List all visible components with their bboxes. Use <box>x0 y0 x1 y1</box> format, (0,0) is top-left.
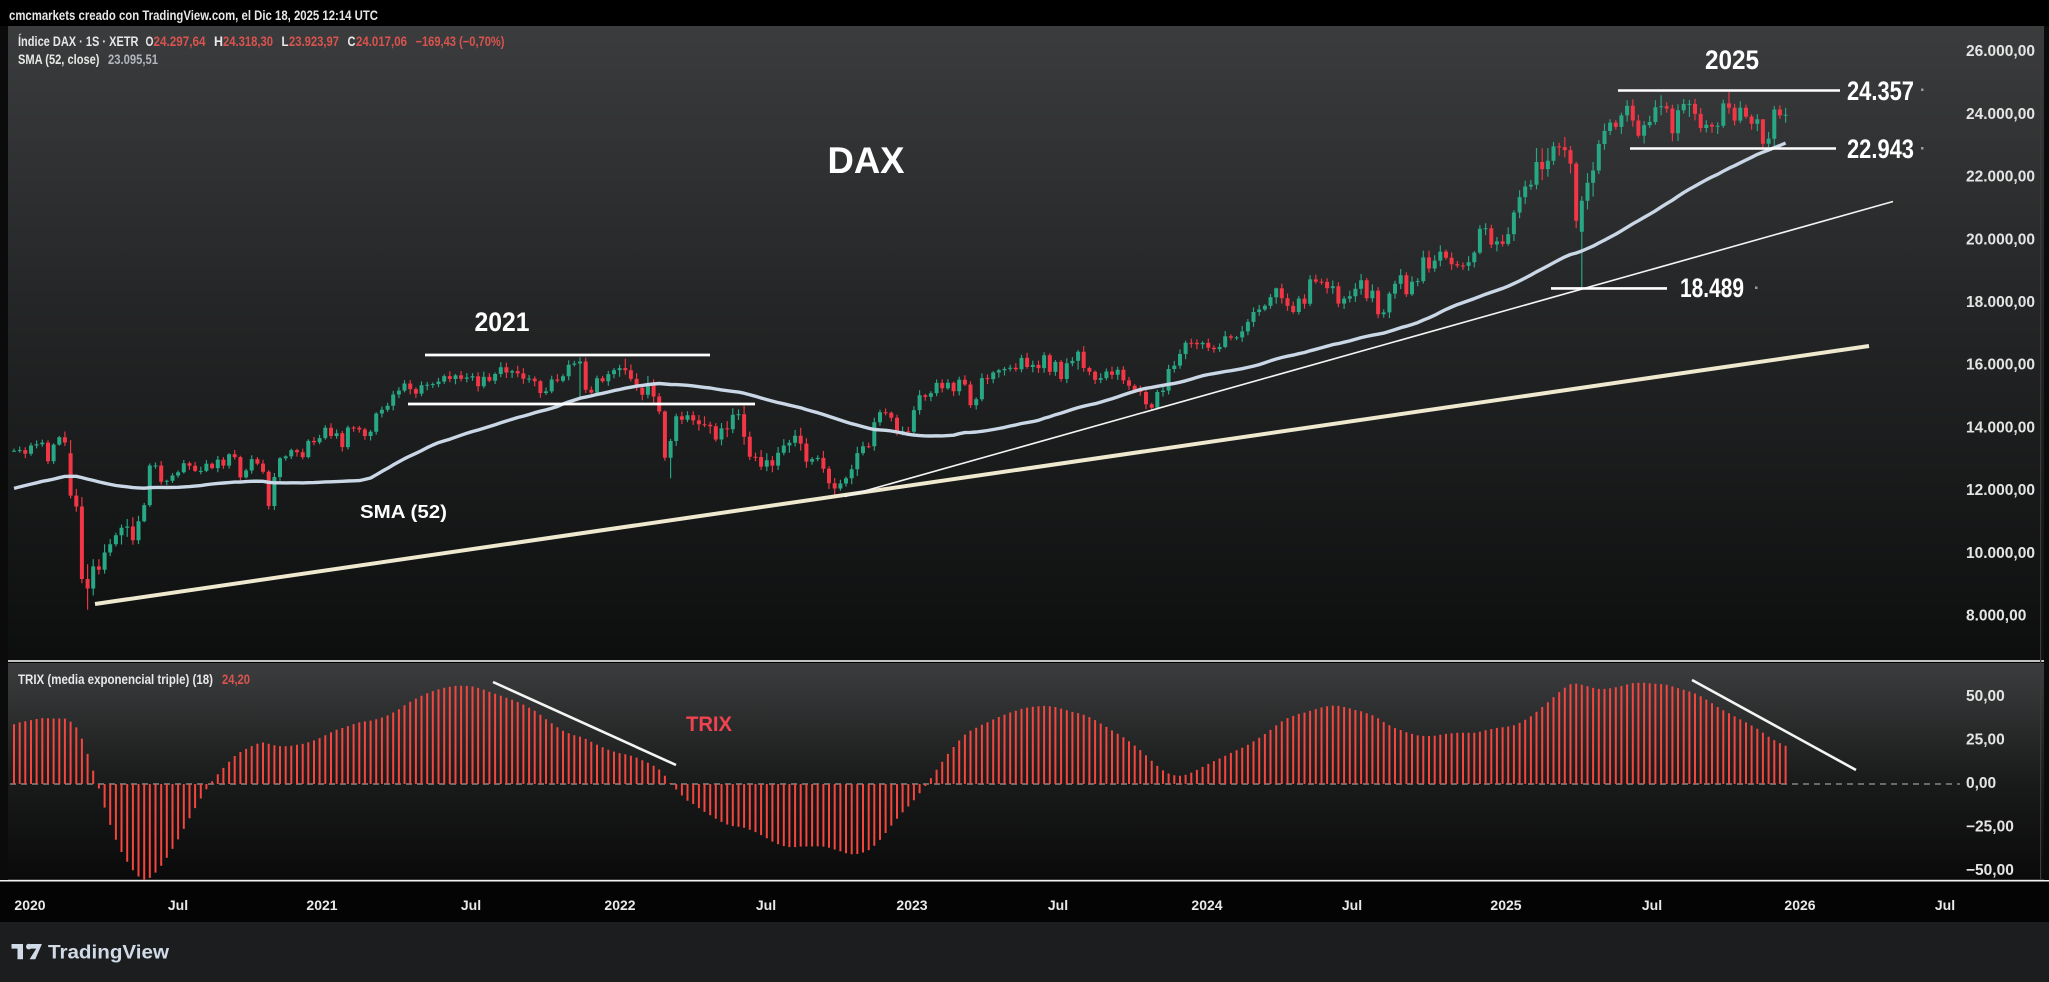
svg-text:2021: 2021 <box>475 307 530 337</box>
svg-text:−25,00: −25,00 <box>1966 819 2014 836</box>
svg-text:16.000,00: 16.000,00 <box>1966 357 2035 374</box>
svg-text:24,20: 24,20 <box>222 672 250 687</box>
svg-text:Jul: Jul <box>1342 897 1362 913</box>
svg-text:50,00: 50,00 <box>1966 688 2005 705</box>
svg-text:18.000,00: 18.000,00 <box>1966 294 2035 311</box>
svg-text:23.095,51: 23.095,51 <box>108 52 158 67</box>
svg-text:12.000,00: 12.000,00 <box>1966 482 2035 499</box>
svg-text:2021: 2021 <box>306 897 337 913</box>
svg-text:22.000,00: 22.000,00 <box>1966 169 2035 186</box>
svg-text:24.000,00: 24.000,00 <box>1966 106 2035 123</box>
svg-text:24.357: 24.357 <box>1847 76 1914 106</box>
svg-text:Jul: Jul <box>1935 897 1955 913</box>
svg-text:2025: 2025 <box>1490 897 1521 913</box>
svg-text:SMA (52): SMA (52) <box>360 502 447 522</box>
svg-text:Jul: Jul <box>168 897 188 913</box>
svg-text:2024: 2024 <box>1191 897 1222 913</box>
svg-text:22.943: 22.943 <box>1847 134 1914 164</box>
svg-text:Jul: Jul <box>1642 897 1662 913</box>
svg-text:−169,43 (−0,70%): −169,43 (−0,70%) <box>416 34 505 49</box>
svg-text:25,00: 25,00 <box>1966 732 2005 749</box>
svg-text:2026: 2026 <box>1784 897 1815 913</box>
svg-text:Jul: Jul <box>756 897 776 913</box>
svg-text:Índice DAX · 1S · XETR: Índice DAX · 1S · XETR <box>18 34 139 49</box>
svg-text:2023: 2023 <box>896 897 927 913</box>
svg-text:24.297,64: 24.297,64 <box>154 34 206 49</box>
svg-text:18.489: 18.489 <box>1680 273 1744 303</box>
svg-text:cmcmarkets creado con TradingV: cmcmarkets creado con TradingView.com, e… <box>9 7 378 23</box>
svg-text:10.000,00: 10.000,00 <box>1966 545 2035 562</box>
svg-text:H: H <box>214 34 223 49</box>
svg-text:L: L <box>282 34 289 49</box>
svg-text:Jul: Jul <box>461 897 481 913</box>
svg-text:TradingView: TradingView <box>48 942 170 964</box>
svg-text:20.000,00: 20.000,00 <box>1966 231 2035 248</box>
svg-text:Jul: Jul <box>1048 897 1068 913</box>
svg-text:−50,00: −50,00 <box>1966 862 2014 879</box>
svg-text:8.000,00: 8.000,00 <box>1966 608 2026 625</box>
svg-text:26.000,00: 26.000,00 <box>1966 43 2035 60</box>
svg-text:O: O <box>146 34 154 49</box>
svg-text:DAX: DAX <box>828 140 905 181</box>
svg-text:24.017,06: 24.017,06 <box>356 34 407 49</box>
svg-text:2022: 2022 <box>604 897 635 913</box>
svg-text:0,00: 0,00 <box>1966 775 1996 792</box>
svg-text:2020: 2020 <box>14 897 45 913</box>
svg-text:23.923,97: 23.923,97 <box>289 34 339 49</box>
svg-text:14.000,00: 14.000,00 <box>1966 419 2035 436</box>
svg-text:SMA (52, close): SMA (52, close) <box>18 52 100 67</box>
svg-text:2025: 2025 <box>1705 45 1759 75</box>
svg-text:C: C <box>348 34 356 49</box>
svg-text:24.318,30: 24.318,30 <box>223 34 273 49</box>
svg-text:TRIX: TRIX <box>686 713 732 736</box>
svg-text:TRIX (media exponencial triple: TRIX (media exponencial triple) (18) <box>18 672 213 687</box>
